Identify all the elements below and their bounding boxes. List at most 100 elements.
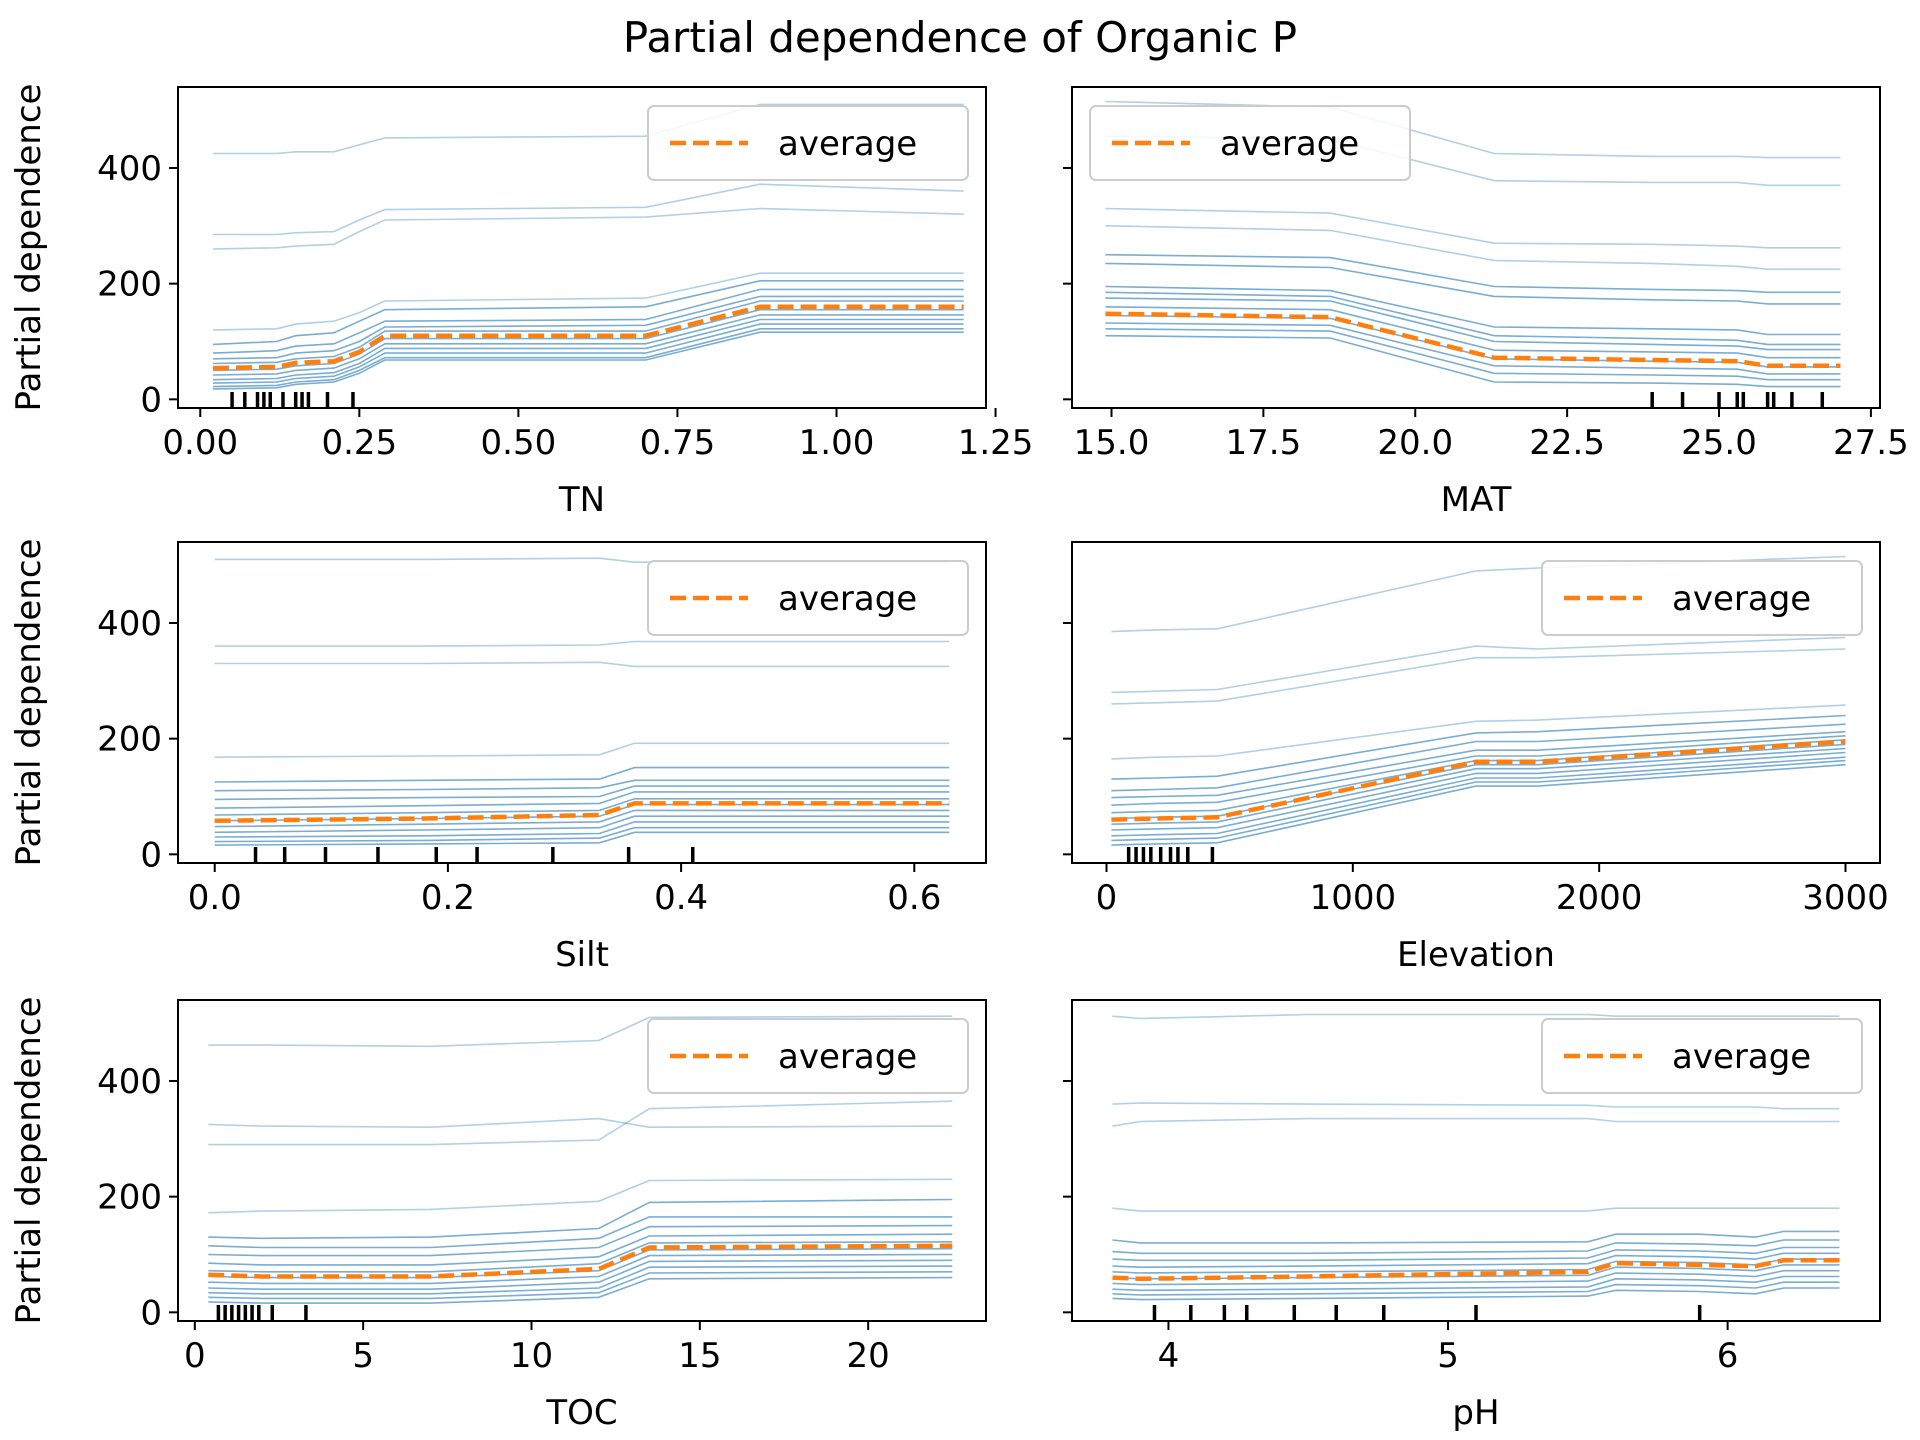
- ice-line: [1111, 704, 1846, 760]
- x-axis-label: TOC: [545, 1393, 617, 1433]
- ice-line: [212, 331, 964, 390]
- x-tick-label: 15.0: [1074, 423, 1150, 463]
- ice-line: [214, 742, 950, 758]
- ice-line: [1105, 262, 1841, 305]
- ice-line: [208, 1198, 953, 1240]
- ice-line: [212, 314, 964, 376]
- legend-label: average: [1220, 124, 1359, 164]
- axes-frame: [1071, 86, 1881, 409]
- axes-frame: [1071, 999, 1881, 1322]
- subplot-4: 0 1000 2000 3000 Elevation average: [1063, 541, 1889, 975]
- ice-line: [208, 1241, 953, 1273]
- ice-line: [1111, 763, 1846, 846]
- legend-label: average: [778, 124, 917, 164]
- plot-area: [1105, 100, 1841, 388]
- ice-line: [212, 272, 964, 331]
- ice-line: [214, 791, 950, 809]
- x-tick-label: 1000: [1310, 878, 1397, 918]
- y-tick-label: 200: [97, 265, 162, 305]
- ice-line: [1112, 1230, 1840, 1244]
- y-axis-label: Partial dependence: [9, 539, 49, 867]
- ice-line: [212, 323, 964, 384]
- y-tick-label: 0: [140, 380, 162, 420]
- subplot-2: 15.0 17.5 20.0 22.5 25.0 27.5 MAT average: [1063, 86, 1909, 520]
- ice-line: [1111, 756, 1846, 837]
- ice-line: [1112, 1102, 1840, 1110]
- ice-line: [214, 797, 950, 816]
- x-tick-label: 1.00: [799, 423, 875, 463]
- y-tick-label: 400: [97, 604, 162, 644]
- ice-line: [214, 785, 950, 801]
- x-tick-label: 17.5: [1226, 423, 1302, 463]
- ice-line: [208, 1015, 953, 1048]
- x-tick-label: 15: [678, 1336, 721, 1376]
- x-tick-label: 0.4: [654, 878, 708, 918]
- legend: average: [647, 105, 969, 181]
- x-axis-label: MAT: [1441, 480, 1512, 520]
- axes-frame: [177, 86, 987, 409]
- ice-line: [1112, 1258, 1840, 1274]
- y-axis-label: Partial dependence: [9, 997, 49, 1325]
- x-tick-label: 0.75: [640, 423, 716, 463]
- x-tick-label: 0.25: [321, 423, 397, 463]
- ice-line: [214, 815, 950, 834]
- ice-line: [1111, 723, 1846, 792]
- ice-line: [1105, 334, 1841, 388]
- ice-line: [1112, 1246, 1840, 1262]
- plot-area: [214, 557, 950, 846]
- ice-line: [1105, 297, 1841, 351]
- average-line: [1111, 739, 1846, 822]
- x-axis-label: Silt: [555, 935, 609, 975]
- ice-line: [214, 809, 950, 828]
- x-tick-label: 27.5: [1833, 423, 1909, 463]
- subplot-6: 4 5 6 pH average: [1063, 999, 1881, 1433]
- x-tick-label: 0: [184, 1336, 206, 1376]
- ice-line: [1105, 253, 1841, 294]
- legend: average: [1541, 1018, 1863, 1094]
- ice-line: [212, 288, 964, 354]
- ice-line: [1105, 285, 1841, 336]
- legend-box: [1089, 105, 1411, 181]
- ice-line: [1112, 1239, 1840, 1255]
- ice-line: [1112, 1287, 1840, 1301]
- average-line: [208, 1243, 953, 1279]
- ice-line: [208, 1233, 953, 1266]
- ice-line: [212, 300, 964, 365]
- ice-line: [214, 826, 950, 843]
- legend-label: average: [1672, 579, 1811, 619]
- y-tick-label: 200: [97, 720, 162, 760]
- x-tick-label: 3000: [1802, 878, 1889, 918]
- ice-line: [1111, 636, 1846, 694]
- axes-frame: [177, 541, 987, 864]
- legend-box: [1541, 560, 1863, 636]
- ice-line: [214, 766, 950, 783]
- x-axis-label: TN: [558, 480, 605, 520]
- y-axis-label: Partial dependence: [9, 84, 49, 412]
- legend-label: average: [778, 1037, 917, 1077]
- y-tick-label: 200: [97, 1178, 162, 1218]
- figure-title: Partial dependence of Organic P: [623, 13, 1297, 62]
- ice-line: [1105, 328, 1841, 381]
- ice-line: [1112, 1117, 1840, 1127]
- y-tick-label: 400: [97, 1062, 162, 1102]
- legend: average: [1541, 560, 1863, 636]
- ice-line: [208, 1265, 953, 1295]
- x-tick-label: 0.6: [887, 878, 941, 918]
- ice-line: [214, 640, 950, 647]
- legend-label: average: [778, 579, 917, 619]
- ice-line: [214, 661, 950, 668]
- ice-line: [1111, 751, 1846, 831]
- x-tick-label: 4: [1158, 1336, 1180, 1376]
- ice-line: [1111, 730, 1846, 799]
- x-tick-label: 6: [1717, 1336, 1739, 1376]
- legend-box: [647, 105, 969, 181]
- subplot-1: 0.00 0.25 0.50 0.75 1.00 1.25 0 200 400 TN Partial…: [9, 84, 1033, 520]
- x-tick-label: 0: [1096, 878, 1118, 918]
- average-line: [1112, 1258, 1840, 1282]
- ice-line: [213, 183, 964, 236]
- subplot-3: 0.0 0.2 0.4 0.6 0 200 400 Silt Partial dependenc…: [9, 539, 987, 975]
- ice-line: [1112, 1207, 1840, 1212]
- ice-line: [1112, 1275, 1840, 1292]
- ice-line: [212, 295, 964, 360]
- y-tick-label: 0: [140, 1293, 162, 1333]
